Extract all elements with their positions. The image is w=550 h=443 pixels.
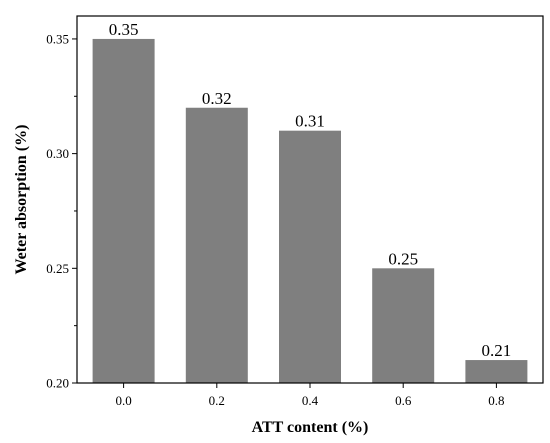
x-tick-label: 0.2	[209, 393, 225, 408]
x-tick-label: 0.8	[488, 393, 504, 408]
y-tick-label: 0.35	[46, 31, 69, 46]
y-tick-label: 0.20	[46, 376, 69, 391]
x-tick-label: 0.0	[115, 393, 131, 408]
plot-frame	[76, 15, 544, 384]
bar	[279, 130, 341, 383]
data-label: 0.31	[295, 112, 325, 131]
x-tick-label: 0.4	[302, 393, 319, 408]
data-label: 0.21	[482, 341, 512, 360]
bar	[465, 360, 528, 383]
y-axis-label: Weter absorption (%)	[13, 125, 30, 275]
bar	[372, 268, 435, 383]
x-tick-label: 0.6	[395, 393, 412, 408]
y-tick-label: 0.25	[46, 261, 69, 276]
data-label: 0.35	[109, 20, 139, 39]
x-axis-label: ATT content (%)	[252, 419, 369, 436]
bar	[92, 38, 155, 383]
y-tick-label: 0.30	[46, 146, 69, 161]
data-label: 0.25	[388, 249, 418, 268]
bar	[185, 107, 248, 383]
data-label: 0.32	[202, 89, 232, 108]
